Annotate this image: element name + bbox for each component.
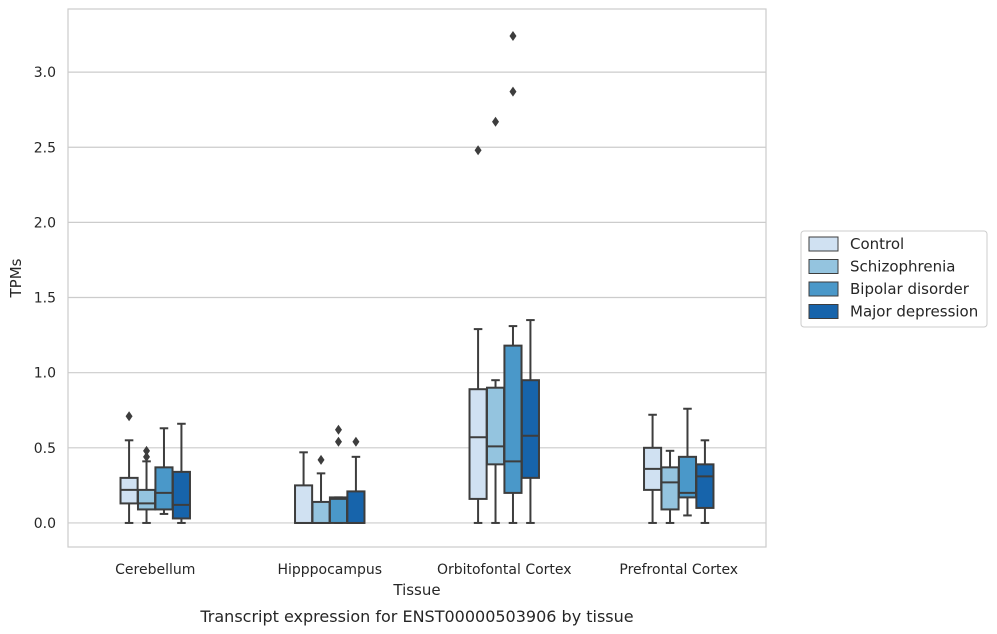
legend-label: Control (850, 235, 904, 253)
y-tick-label: 2.5 (34, 140, 56, 156)
y-tick-label: 0.0 (34, 516, 56, 532)
box-group (485, 116, 506, 524)
box-group (311, 454, 331, 524)
legend: Control Schizophrenia Bipolar disorder Majo… (800, 230, 988, 328)
box-group (660, 449, 680, 524)
boxes (119, 31, 715, 524)
legend-swatch (808, 259, 839, 274)
box (311, 500, 331, 524)
box (294, 484, 314, 524)
legend-label: Schizophrenia (850, 258, 955, 276)
outlier-point (143, 445, 151, 456)
legend-swatch (808, 304, 839, 319)
outlier-point (317, 454, 325, 465)
box (695, 463, 715, 509)
box-group (171, 422, 191, 524)
outlier-point (492, 116, 500, 127)
gridlines (68, 71, 766, 524)
x-tick-label: Hipppocampus (277, 562, 382, 578)
box (468, 388, 488, 500)
box (154, 466, 174, 511)
box-group (294, 451, 314, 524)
box-group (468, 145, 488, 524)
y-tick-label: 1.5 (34, 291, 56, 307)
box (346, 490, 366, 524)
legend-label: Major depression (850, 303, 978, 321)
plot-area-frame (67, 8, 767, 548)
y-tick-label: 2.0 (34, 215, 56, 231)
box (660, 466, 680, 511)
box-group (119, 411, 139, 524)
y-tick-label: 3.0 (34, 65, 56, 81)
outlier-point (509, 31, 517, 42)
outlier-point (125, 411, 133, 422)
box-group (154, 427, 174, 515)
x-tick-label: Prefrontal Cortex (619, 562, 738, 578)
box (171, 470, 191, 520)
outlier-point (334, 436, 342, 447)
box (520, 379, 540, 479)
chart-caption: Transcript expression for ENST0000050390… (199, 607, 633, 626)
box-group (136, 445, 157, 524)
box (503, 344, 523, 494)
legend-frame (800, 230, 988, 328)
box-group (520, 319, 540, 524)
box-group (328, 424, 349, 524)
y-axis-ticks: 0.0 0.5 1.0 1.5 2.0 2.5 3.0 (34, 65, 56, 532)
outlier-point (474, 145, 482, 156)
box-group (643, 413, 663, 524)
box-group (503, 31, 523, 524)
x-tick-label: Cerebellum (115, 562, 195, 578)
box (677, 455, 698, 499)
outlier-point (334, 424, 342, 435)
legend-swatch (808, 281, 839, 297)
x-tick-label: Orbitofontal Cortex (437, 562, 572, 578)
outlier-point (352, 436, 360, 447)
box-group (677, 407, 698, 517)
box (485, 386, 506, 466)
legend-swatch (808, 236, 839, 252)
box-group (695, 439, 715, 524)
y-tick-label: 1.0 (34, 366, 56, 382)
box (136, 488, 157, 511)
outlier-point (143, 451, 151, 462)
x-axis-ticks: Cerebellum Hipppocampus Orbitofontal Corte… (115, 562, 738, 578)
legend-label: Bipolar disorder (850, 280, 970, 298)
y-tick-label: 0.5 (34, 441, 56, 457)
box-group (346, 436, 366, 524)
y-axis-title: TPMs (7, 258, 25, 298)
box (328, 496, 349, 524)
x-axis-title: Tissue (392, 581, 440, 599)
outlier-point (509, 86, 517, 97)
